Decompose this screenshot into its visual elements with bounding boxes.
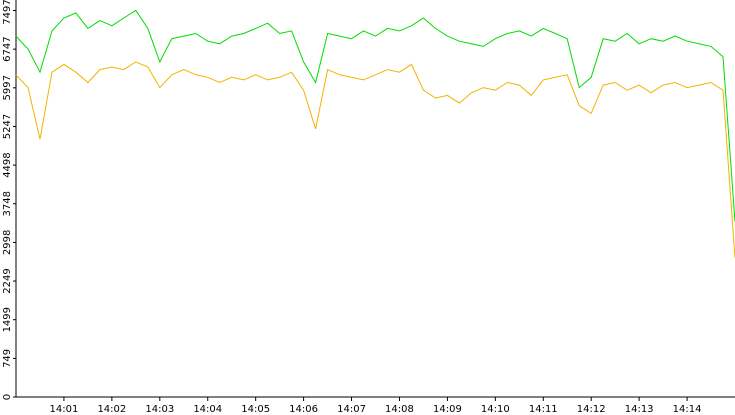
x-tick-label: 14:11	[529, 404, 558, 415]
series-line	[15, 61, 735, 258]
series-line	[15, 9, 735, 222]
y-tick-label: 6747	[2, 36, 13, 61]
y-tick-label: 2249	[2, 268, 13, 293]
x-tick-label: 14:01	[50, 404, 79, 415]
y-tick-label: 3748	[2, 191, 13, 216]
y-tick-label: 0	[2, 394, 13, 400]
x-tick-label: 14:03	[145, 404, 174, 415]
y-tick-label: 7497	[2, 0, 13, 25]
y-tick-label: 1499	[2, 307, 13, 332]
y-tick-label: 2998	[2, 230, 13, 255]
x-tick-label: 14:13	[625, 404, 654, 415]
x-tick-label: 14:04	[193, 404, 222, 415]
x-tick-label: 14:06	[289, 404, 318, 415]
x-tick-label: 14:10	[481, 404, 510, 415]
x-tick-label: 14:05	[241, 404, 270, 415]
y-tick-label: 749	[2, 349, 13, 368]
x-tick-label: 14:07	[337, 404, 366, 415]
y-tick-label: 5997	[2, 75, 13, 100]
x-tick-label: 14:08	[385, 404, 414, 415]
y-tick-label: 5247	[2, 114, 13, 139]
x-tick-label: 14:12	[577, 404, 606, 415]
x-tick-label: 14:09	[433, 404, 462, 415]
x-tick-label: 14:02	[97, 404, 126, 415]
y-tick-label: 4498	[2, 152, 13, 177]
x-tick-label: 14:14	[673, 404, 702, 415]
